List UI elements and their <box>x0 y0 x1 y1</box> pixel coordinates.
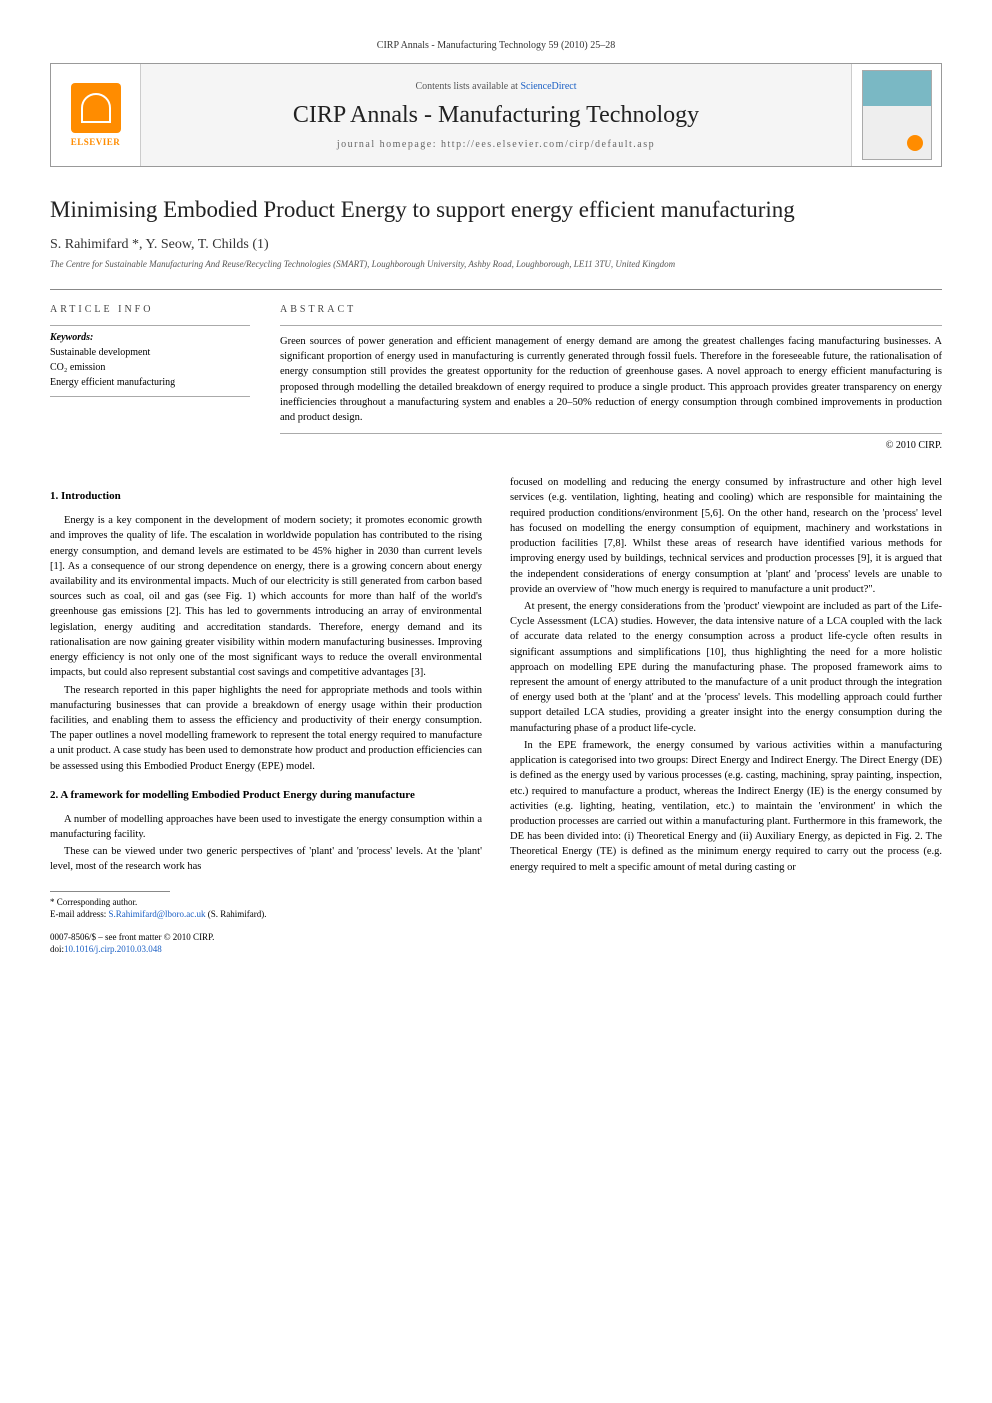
email-line: E-mail address: S.Rahimifard@lboro.ac.uk… <box>50 908 482 921</box>
section-1-para-2: The research reported in this paper high… <box>50 683 482 774</box>
doi-block: 0007-8506/$ – see front matter © 2010 CI… <box>50 931 482 956</box>
contents-prefix: Contents lists available at <box>415 81 520 92</box>
abstract-text: Green sources of power generation and ef… <box>280 325 942 434</box>
abstract-label: ABSTRACT <box>280 304 942 315</box>
article-info-column: ARTICLE INFO Keywords: Sustainable devel… <box>50 304 250 451</box>
journal-cover-thumbnail <box>862 70 932 160</box>
publisher-logo-box[interactable]: ELSEVIER <box>51 64 141 166</box>
article-title: Minimising Embodied Product Energy to su… <box>50 195 942 225</box>
publisher-label: ELSEVIER <box>71 137 121 147</box>
elsevier-tree-icon <box>71 83 121 133</box>
header-citation: CIRP Annals - Manufacturing Technology 5… <box>50 40 942 51</box>
journal-banner: ELSEVIER Contents lists available at Sci… <box>50 63 942 167</box>
section-2-para-4: At present, the energy considerations fr… <box>510 599 942 736</box>
section-2-heading: 2. A framework for modelling Embodied Pr… <box>50 788 482 804</box>
affiliation: The Centre for Sustainable Manufacturing… <box>50 259 942 269</box>
section-2-para-5: In the EPE framework, the energy consume… <box>510 738 942 875</box>
keyword-item: Energy efficient manufacturing <box>50 375 250 390</box>
page-root: CIRP Annals - Manufacturing Technology 5… <box>0 0 992 996</box>
doi-line: doi:10.1016/j.cirp.2010.03.048 <box>50 943 482 956</box>
front-matter-line: 0007-8506/$ – see front matter © 2010 CI… <box>50 931 482 944</box>
article-info-label: ARTICLE INFO <box>50 304 250 315</box>
journal-cover-box[interactable] <box>851 64 941 166</box>
section-2-para-2: These can be viewed under two generic pe… <box>50 844 482 874</box>
doi-link[interactable]: 10.1016/j.cirp.2010.03.048 <box>64 944 162 954</box>
abstract-copyright: © 2010 CIRP. <box>280 440 942 451</box>
authors: S. Rahimifard *, Y. Seow, T. Childs (1) <box>50 237 942 253</box>
sciencedirect-link[interactable]: ScienceDirect <box>520 81 576 92</box>
keyword-item: Sustainable development <box>50 345 250 360</box>
email-suffix: (S. Rahimifard). <box>206 909 267 919</box>
journal-title: CIRP Annals - Manufacturing Technology <box>161 102 831 129</box>
footnote-block: * Corresponding author. E-mail address: … <box>50 896 482 921</box>
corresponding-author: * Corresponding author. <box>50 896 482 909</box>
banner-center: Contents lists available at ScienceDirec… <box>141 64 851 166</box>
section-1-para-1: Energy is a key component in the develop… <box>50 513 482 680</box>
meta-row: ARTICLE INFO Keywords: Sustainable devel… <box>50 289 942 451</box>
journal-homepage[interactable]: journal homepage: http://ees.elsevier.co… <box>161 139 831 150</box>
keyword-item: CO₂ emission <box>50 360 250 375</box>
section-2-para-1: A number of modelling approaches have be… <box>50 812 482 842</box>
footnote-separator <box>50 891 170 892</box>
body-two-columns: 1. Introduction Energy is a key componen… <box>50 475 942 956</box>
section-1-heading: 1. Introduction <box>50 489 482 505</box>
keywords-heading: Keywords: <box>50 325 250 343</box>
email-label: E-mail address: <box>50 909 108 919</box>
email-link[interactable]: S.Rahimifard@lboro.ac.uk <box>108 909 205 919</box>
abstract-column: ABSTRACT Green sources of power generati… <box>280 304 942 451</box>
keywords-list: Sustainable development CO₂ emission Ene… <box>50 345 250 397</box>
section-2-para-3: focused on modelling and reducing the en… <box>510 475 942 597</box>
doi-prefix: doi: <box>50 944 64 954</box>
contents-line: Contents lists available at ScienceDirec… <box>161 81 831 92</box>
